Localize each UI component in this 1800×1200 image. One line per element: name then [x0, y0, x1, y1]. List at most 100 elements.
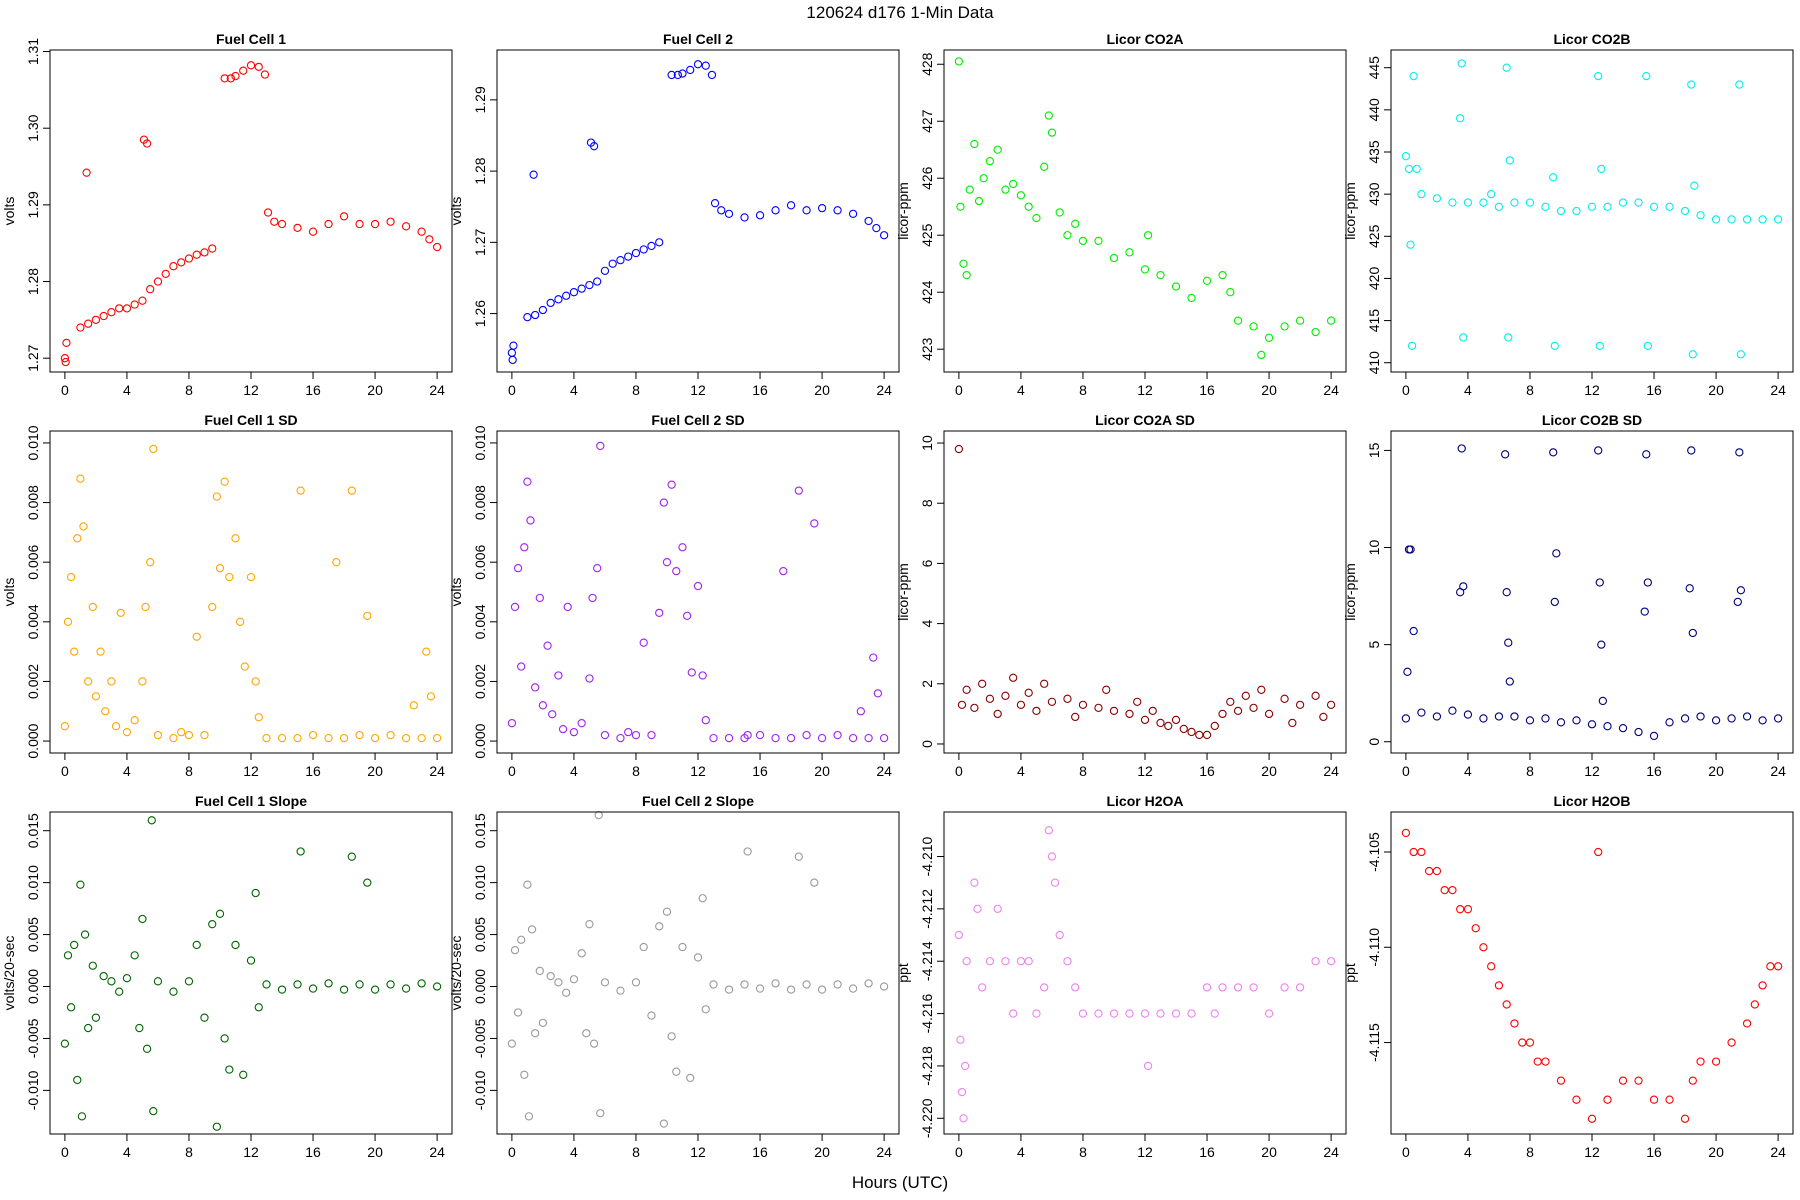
- point: [339, 985, 349, 994]
- y-axis-label: volts: [448, 578, 464, 607]
- point: [1603, 202, 1612, 211]
- point: [1125, 248, 1134, 257]
- x-tick-label: 24: [1770, 763, 1786, 779]
- point: [96, 647, 105, 656]
- point: [1479, 943, 1488, 952]
- x-tick-label: 16: [305, 1144, 321, 1160]
- y-axis-label: volts: [448, 197, 464, 226]
- point: [1024, 688, 1033, 697]
- point: [63, 951, 73, 960]
- y-tick-label: 425: [919, 223, 935, 247]
- point: [215, 563, 225, 573]
- point: [1471, 924, 1480, 933]
- point: [1618, 198, 1628, 207]
- x-tick-label: 20: [367, 382, 383, 398]
- point: [672, 566, 681, 576]
- point: [596, 1109, 605, 1118]
- point: [1319, 712, 1328, 722]
- point: [1311, 957, 1320, 966]
- point: [538, 1018, 548, 1028]
- y-tick-label: -4.110: [1366, 928, 1382, 967]
- point: [1556, 1076, 1566, 1085]
- point: [277, 985, 287, 994]
- plot-frame: [1390, 49, 1794, 373]
- point: [655, 608, 664, 618]
- point: [1456, 905, 1465, 914]
- x-tick-label: 24: [429, 763, 445, 779]
- point: [409, 701, 418, 710]
- point: [693, 60, 703, 69]
- point: [1109, 1009, 1119, 1018]
- point: [116, 608, 125, 618]
- y-tick-label: 1.26: [472, 300, 488, 327]
- y-tick-label: 0.015: [472, 813, 488, 848]
- point: [794, 486, 803, 495]
- point: [1016, 191, 1026, 200]
- panel-title: Licor CO2B: [1553, 31, 1630, 47]
- point: [709, 980, 718, 989]
- x-tick-label: 24: [1323, 763, 1339, 779]
- y-tick-label: 425: [1366, 224, 1382, 248]
- point: [1264, 333, 1274, 342]
- point: [639, 245, 648, 254]
- point: [593, 563, 602, 573]
- point: [212, 1122, 222, 1131]
- point: [355, 730, 364, 740]
- point: [1412, 164, 1421, 174]
- y-tick-label: 1.29: [472, 86, 488, 113]
- point: [535, 966, 544, 976]
- point: [231, 71, 240, 81]
- y-axis-label: licor-ppm: [895, 182, 911, 240]
- point: [526, 516, 535, 525]
- point: [1249, 983, 1258, 992]
- x-tick-label: 8: [1079, 763, 1087, 779]
- point: [240, 662, 249, 671]
- point: [724, 733, 734, 743]
- point: [1133, 697, 1142, 706]
- point: [546, 298, 555, 308]
- point: [370, 985, 380, 994]
- point: [786, 985, 796, 994]
- point: [1494, 981, 1504, 990]
- point: [1552, 549, 1561, 558]
- point: [84, 319, 93, 328]
- point: [1241, 691, 1250, 700]
- point: [73, 1075, 82, 1085]
- x-tick-label: 4: [1017, 382, 1025, 398]
- point: [177, 258, 186, 267]
- point: [1326, 316, 1336, 325]
- point: [1403, 667, 1412, 676]
- x-tick-label: 4: [123, 763, 131, 779]
- plot-frame: [496, 430, 900, 754]
- point: [569, 288, 579, 297]
- x-tick-label: 12: [1137, 763, 1153, 779]
- point: [270, 217, 279, 226]
- x-tick-label: 0: [955, 382, 963, 398]
- y-tick-label: 427: [919, 109, 935, 133]
- point: [543, 641, 552, 650]
- point: [510, 945, 520, 955]
- point: [531, 1029, 540, 1038]
- point: [1773, 962, 1783, 971]
- point: [208, 602, 217, 612]
- point: [254, 1003, 263, 1012]
- point: [1102, 685, 1111, 694]
- y-axis-label: licor-ppm: [1342, 563, 1358, 621]
- point: [246, 572, 256, 582]
- point: [1525, 716, 1535, 725]
- point: [562, 291, 571, 300]
- point: [957, 700, 967, 710]
- point: [1050, 878, 1060, 887]
- point: [1541, 1057, 1550, 1066]
- point: [1425, 866, 1434, 876]
- y-tick-label: 0.005: [25, 917, 41, 952]
- point: [1603, 1095, 1612, 1104]
- point: [631, 730, 641, 740]
- point: [1009, 179, 1018, 189]
- point: [701, 61, 710, 70]
- point: [647, 730, 656, 740]
- point: [833, 730, 842, 740]
- point: [743, 847, 752, 856]
- x-tick-label: 0: [508, 382, 516, 398]
- point: [879, 982, 889, 991]
